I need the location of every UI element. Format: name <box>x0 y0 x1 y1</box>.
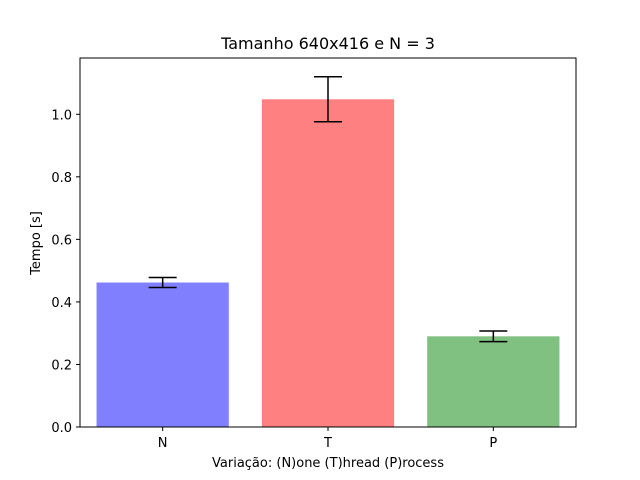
y-tick-label: 0.2 <box>51 358 72 373</box>
y-tick-label: 1.0 <box>51 108 72 123</box>
y-tick-label: 0.8 <box>51 171 72 186</box>
y-tick-label: 0.4 <box>51 296 72 311</box>
x-tick-label-p: P <box>489 436 497 451</box>
y-axis-label: Tempo [s] <box>29 211 44 276</box>
bar-t <box>261 99 395 428</box>
x-axis-label: Variação: (N)one (T)hread (P)rocess <box>212 456 444 471</box>
y-tick-label: 0.0 <box>51 421 72 436</box>
x-tick-label-t: T <box>323 436 332 451</box>
y-tick-label: 0.6 <box>51 233 72 248</box>
chart-title: Tamanho 640x416 e N = 3 <box>220 34 435 53</box>
bar-p <box>427 336 560 427</box>
x-tick-label-n: N <box>158 436 168 451</box>
bar-n <box>96 282 229 427</box>
plot-area: N T P 0.0 0.2 0.4 0.6 0.8 1.0 <box>51 57 577 451</box>
plot-frame <box>79 57 577 428</box>
